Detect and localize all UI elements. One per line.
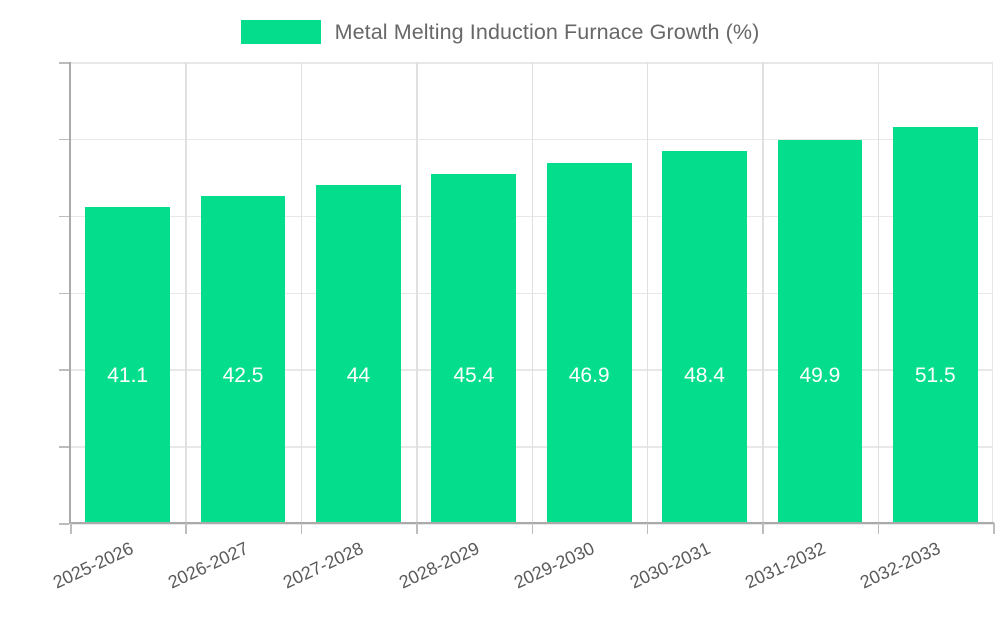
bar-2030-2031[interactable] (662, 151, 747, 523)
gridline-x-3 (416, 62, 418, 523)
x-tick-mark (416, 523, 418, 534)
bar-2028-2029[interactable] (431, 174, 517, 523)
x-tick-mark (531, 523, 533, 534)
bar-2027-2028[interactable] (316, 184, 401, 523)
bar-2025-2026[interactable] (85, 207, 171, 523)
bar-2026-2027[interactable] (200, 196, 286, 523)
x-tick-label-2027-2028: 2027-2028 (280, 538, 367, 593)
y-tick-mark (59, 62, 69, 64)
x-tick-label-2030-2031: 2030-2031 (626, 538, 714, 593)
x-axis-line (68, 522, 994, 524)
y-tick-mark (59, 446, 69, 448)
x-tick-mark (877, 523, 880, 534)
x-tick-mark (646, 523, 649, 534)
bar-value-label: 41.1 (107, 364, 149, 387)
legend-color-swatch (240, 20, 321, 44)
bar-chart: Metal Melting Induction Furnace Growth (… (0, 14, 1000, 593)
y-axis-line (68, 62, 71, 524)
x-tick-mark (762, 523, 764, 534)
bar-2031-2032[interactable] (777, 139, 863, 523)
y-tick-mark (59, 138, 69, 141)
x-tick-label-2029-2030: 2029-2030 (511, 538, 598, 593)
y-tick-mark (59, 369, 69, 371)
bar-value-label: 42.5 (222, 364, 264, 387)
bar-value-label: 46.9 (568, 364, 610, 387)
bar-value-label: 45.4 (453, 364, 495, 387)
x-tick-mark (185, 523, 187, 534)
x-tick-label-2032-2033: 2032-2033 (857, 538, 944, 593)
y-tick-mark (59, 292, 69, 294)
gridline-x-1 (185, 62, 187, 523)
bar-value-label: 51.5 (914, 364, 956, 387)
legend-label: Metal Melting Induction Furnace Growth (… (334, 19, 760, 44)
gridline-x-4 (531, 62, 533, 523)
x-tick-label-2031-2032: 2031-2032 (741, 538, 829, 593)
bar-value-label: 48.4 (684, 364, 725, 387)
x-tick-mark (70, 523, 72, 534)
x-tick-label-2026-2027: 2026-2027 (165, 538, 252, 593)
bar-value-label: 44 (346, 364, 371, 387)
x-tick-mark (993, 523, 995, 534)
bar-2029-2030[interactable] (546, 162, 632, 523)
bar-2032-2033[interactable] (892, 127, 978, 523)
x-tick-label-2028-2029: 2028-2029 (395, 538, 483, 593)
gridline-x-6 (762, 62, 764, 523)
bar-value-label: 49.9 (799, 364, 841, 387)
gridline-x-7 (877, 62, 880, 523)
plot-area: 41.1 42.5 44 45.4 46.9 48.4 49.9 51.5 (70, 62, 993, 525)
x-tick-mark (300, 523, 303, 534)
y-tick-mark (59, 523, 69, 525)
gridline-x-2 (300, 62, 303, 523)
y-tick-mark (59, 215, 69, 218)
chart-legend: Metal Melting Induction Furnace Growth (… (0, 14, 1000, 50)
gridline-x-5 (646, 62, 649, 523)
